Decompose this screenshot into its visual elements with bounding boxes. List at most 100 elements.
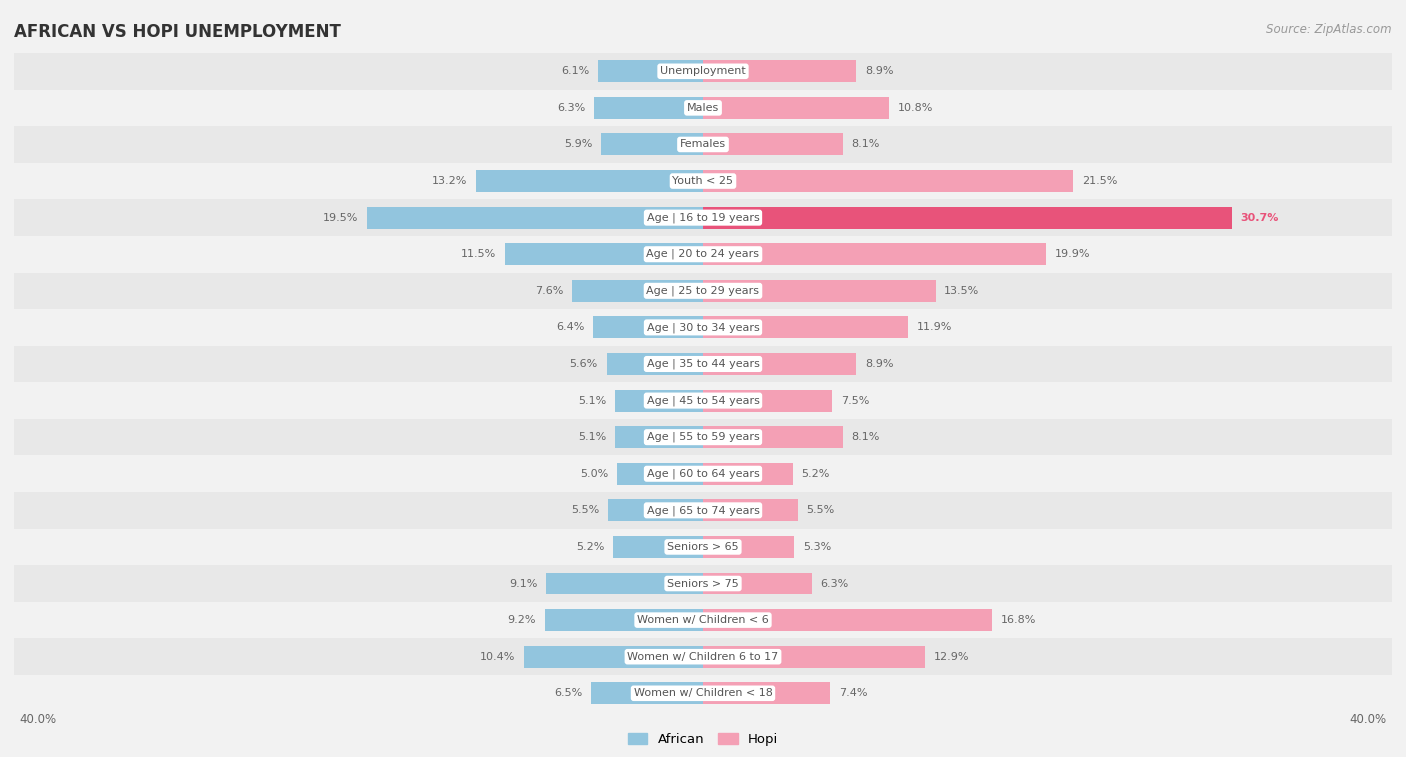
Bar — [14, 309, 1392, 346]
Bar — [609, 500, 703, 522]
Text: Youth < 25: Youth < 25 — [672, 176, 734, 186]
Text: AFRICAN VS HOPI UNEMPLOYMENT: AFRICAN VS HOPI UNEMPLOYMENT — [14, 23, 340, 41]
Bar — [598, 61, 703, 83]
Text: 8.9%: 8.9% — [865, 67, 893, 76]
Bar — [475, 170, 703, 192]
Bar — [703, 536, 794, 558]
Bar — [14, 565, 1392, 602]
Bar — [703, 207, 1232, 229]
Text: 5.3%: 5.3% — [803, 542, 831, 552]
Bar — [505, 243, 703, 265]
Bar — [613, 536, 703, 558]
Text: 5.6%: 5.6% — [569, 359, 598, 369]
Bar — [547, 572, 703, 594]
Bar — [617, 463, 703, 484]
Text: 6.3%: 6.3% — [820, 578, 848, 588]
Bar — [14, 126, 1392, 163]
Text: 19.5%: 19.5% — [323, 213, 359, 223]
Text: 8.9%: 8.9% — [865, 359, 893, 369]
Bar — [703, 353, 856, 375]
Text: 9.1%: 9.1% — [509, 578, 537, 588]
Text: Unemployment: Unemployment — [661, 67, 745, 76]
Bar — [14, 675, 1392, 712]
Text: 30.7%: 30.7% — [1240, 213, 1278, 223]
Text: 8.1%: 8.1% — [851, 139, 880, 149]
Bar — [14, 346, 1392, 382]
Text: 40.0%: 40.0% — [1350, 713, 1386, 727]
Text: 5.1%: 5.1% — [578, 432, 606, 442]
Bar — [14, 273, 1392, 309]
Text: 5.5%: 5.5% — [807, 506, 835, 516]
Bar — [544, 609, 703, 631]
Bar — [703, 280, 935, 302]
Bar — [703, 61, 856, 83]
Text: 5.0%: 5.0% — [581, 469, 609, 478]
Text: 7.5%: 7.5% — [841, 396, 869, 406]
Bar — [14, 199, 1392, 236]
Bar — [703, 390, 832, 412]
Text: Age | 35 to 44 years: Age | 35 to 44 years — [647, 359, 759, 369]
Bar — [14, 456, 1392, 492]
Text: 5.2%: 5.2% — [801, 469, 830, 478]
Text: 10.4%: 10.4% — [479, 652, 515, 662]
Text: 40.0%: 40.0% — [20, 713, 56, 727]
Bar — [14, 419, 1392, 456]
Text: 19.9%: 19.9% — [1054, 249, 1090, 259]
Bar — [616, 390, 703, 412]
Bar — [606, 353, 703, 375]
Bar — [595, 97, 703, 119]
Text: 7.4%: 7.4% — [839, 688, 868, 698]
Legend: African, Hopi: African, Hopi — [623, 727, 783, 751]
Bar — [14, 528, 1392, 565]
Bar — [602, 133, 703, 155]
Bar — [14, 382, 1392, 419]
Text: Women w/ Children 6 to 17: Women w/ Children 6 to 17 — [627, 652, 779, 662]
Bar — [367, 207, 703, 229]
Text: Seniors > 65: Seniors > 65 — [668, 542, 738, 552]
Text: Women w/ Children < 18: Women w/ Children < 18 — [634, 688, 772, 698]
Text: 11.5%: 11.5% — [461, 249, 496, 259]
Text: 5.2%: 5.2% — [576, 542, 605, 552]
Bar — [703, 572, 811, 594]
Text: 5.1%: 5.1% — [578, 396, 606, 406]
Text: 21.5%: 21.5% — [1083, 176, 1118, 186]
Bar — [14, 236, 1392, 273]
Text: 8.1%: 8.1% — [851, 432, 880, 442]
Bar — [703, 682, 831, 704]
Bar — [703, 463, 793, 484]
Bar — [14, 53, 1392, 89]
Text: Age | 16 to 19 years: Age | 16 to 19 years — [647, 213, 759, 223]
Bar — [703, 316, 908, 338]
Bar — [703, 426, 842, 448]
Text: Females: Females — [681, 139, 725, 149]
Text: Source: ZipAtlas.com: Source: ZipAtlas.com — [1267, 23, 1392, 36]
Bar — [703, 97, 889, 119]
Text: Seniors > 75: Seniors > 75 — [666, 578, 740, 588]
Bar — [593, 316, 703, 338]
Text: 13.2%: 13.2% — [432, 176, 467, 186]
Bar — [14, 602, 1392, 638]
Text: Age | 65 to 74 years: Age | 65 to 74 years — [647, 505, 759, 516]
Bar — [703, 133, 842, 155]
Bar — [14, 492, 1392, 528]
Text: 5.5%: 5.5% — [571, 506, 599, 516]
Text: 9.2%: 9.2% — [508, 615, 536, 625]
Bar — [703, 609, 993, 631]
Bar — [591, 682, 703, 704]
Bar — [14, 163, 1392, 199]
Bar — [703, 500, 797, 522]
Text: Age | 30 to 34 years: Age | 30 to 34 years — [647, 322, 759, 332]
Bar — [703, 243, 1046, 265]
Text: 6.1%: 6.1% — [561, 67, 589, 76]
Text: Age | 55 to 59 years: Age | 55 to 59 years — [647, 432, 759, 442]
Text: 6.3%: 6.3% — [558, 103, 586, 113]
Text: 6.4%: 6.4% — [555, 322, 583, 332]
Text: Age | 45 to 54 years: Age | 45 to 54 years — [647, 395, 759, 406]
Text: 10.8%: 10.8% — [897, 103, 934, 113]
Text: 13.5%: 13.5% — [945, 286, 980, 296]
Text: 11.9%: 11.9% — [917, 322, 952, 332]
Bar — [616, 426, 703, 448]
Text: 7.6%: 7.6% — [536, 286, 564, 296]
Text: Age | 20 to 24 years: Age | 20 to 24 years — [647, 249, 759, 260]
Bar — [703, 170, 1073, 192]
